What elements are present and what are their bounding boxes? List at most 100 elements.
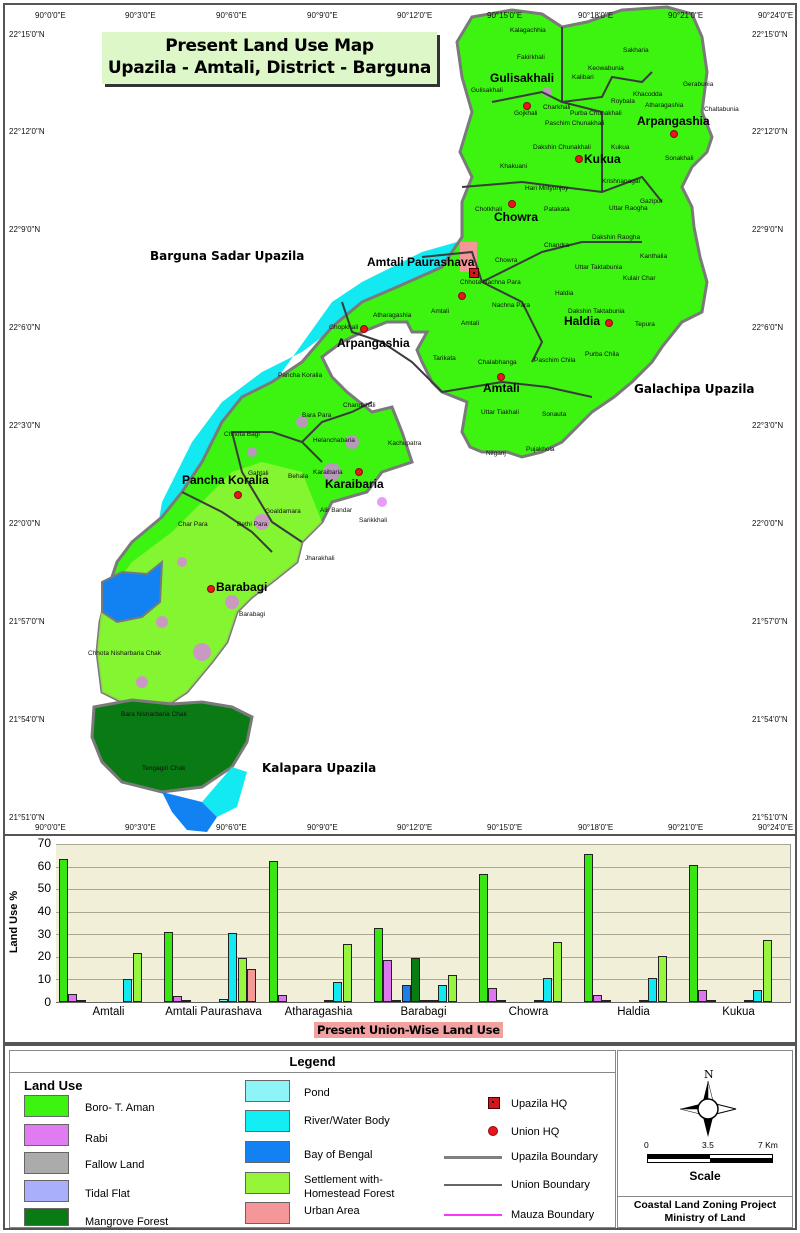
bar — [639, 1000, 649, 1002]
mauza-label: Paschim Chila — [534, 357, 576, 364]
swatch-boro-t-aman — [24, 1095, 69, 1117]
lon-tick: 90°18'0"E — [578, 11, 614, 20]
lon-tick: 90°9'0"E — [307, 11, 338, 20]
bar — [648, 978, 658, 1002]
mauza-label: Sakharia — [623, 47, 649, 54]
x-axis-title: Present Union-Wise Land Use — [314, 1022, 503, 1038]
mauza-label: Chalabhanga — [478, 359, 517, 366]
lon-tick-bottom: 90°15'0"E — [487, 823, 523, 832]
mauza-label: Pancha Koralia — [278, 372, 323, 379]
bar — [324, 1000, 334, 1002]
lon-tick-bottom: 90°24'0"E — [758, 823, 794, 832]
lat-tick: 22°15'0"N — [9, 30, 45, 39]
mauza-label: Purba Chila — [585, 351, 619, 358]
gridline — [56, 934, 790, 936]
mauza-label: Paschim Chunakhali — [545, 120, 605, 127]
lat-tick-right: 22°9'0"N — [752, 225, 784, 234]
lon-tick-bottom: 90°9'0"E — [307, 823, 338, 832]
swatch-river-water-body — [245, 1110, 290, 1132]
map-panel: 90°0'0"E 90°3'0"E 90°6'0"E 90°9'0"E 90°1… — [3, 3, 797, 836]
bar — [602, 1000, 612, 1002]
union-barabagi: Barabagi — [216, 580, 268, 594]
mauza-label: Dakshin Raogha — [592, 234, 641, 241]
mauza-label: Purba Chunakhali — [570, 110, 622, 117]
mauza-label: Pujakhola — [526, 446, 555, 453]
mauza-label: Kachupatra — [388, 440, 422, 447]
bar — [584, 854, 593, 1002]
legend-label: Settlement with- — [304, 1174, 383, 1186]
bar — [246, 969, 256, 1002]
y-axis-title: Land Use % — [8, 890, 21, 954]
lat-tick: 21°54'0"N — [9, 715, 45, 724]
union-amtali-paurashava: Amtali Paurashava — [367, 255, 475, 269]
mauza-label: Nilganj — [486, 450, 506, 457]
mauza-label: Haldia — [555, 290, 574, 297]
swatch-tidal-flat — [24, 1180, 69, 1202]
mauza-label: Karaibaria — [313, 469, 343, 476]
bar — [657, 955, 667, 1002]
mauza-label: Tengagiri Chak — [142, 765, 186, 772]
mauza-label: Charkhali — [543, 104, 571, 111]
lon-tick-bottom: 90°12'0"E — [397, 823, 433, 832]
bar — [383, 960, 393, 1002]
swatch-urban-area — [245, 1202, 290, 1224]
lat-tick: 22°3'0"N — [9, 421, 41, 430]
lon-tick-bottom: 90°6'0"E — [216, 823, 247, 832]
legend-label: Rabi — [85, 1133, 108, 1145]
bar — [269, 860, 278, 1002]
union-chowra: Chowra — [494, 210, 539, 224]
bar — [534, 1000, 544, 1002]
y-tick: 50 — [37, 881, 51, 895]
x-category-label: Chowra — [508, 1006, 549, 1018]
mauza-label: Hari Mrityunjoy — [525, 185, 569, 192]
bar — [593, 995, 603, 1002]
swatch-rabi — [24, 1124, 69, 1146]
union-hq-marker — [523, 102, 531, 110]
mauza-label: Gabtali — [248, 470, 269, 477]
bar-group — [581, 844, 686, 1002]
legend-label: Upazila Boundary — [511, 1151, 598, 1163]
x-category-label: Haldia — [617, 1006, 650, 1018]
union-boundary-line-icon — [444, 1184, 502, 1186]
mauza-label: Bara Para — [302, 412, 332, 419]
legend-label: Boro- T. Aman — [85, 1102, 155, 1114]
legend-label: Tidal Flat — [85, 1188, 130, 1200]
mauza-label: Krishnanagar — [602, 178, 641, 185]
union-hq-marker — [497, 373, 505, 381]
mauza-label: Barabagi — [239, 611, 266, 618]
mauza-label: Kalagachhia — [510, 27, 546, 34]
upazila-hq-icon — [488, 1097, 500, 1109]
bar — [173, 996, 183, 1002]
mauza-label: Chowra — [495, 257, 518, 264]
upazila-boundary-line-icon — [444, 1156, 502, 1159]
bar-group — [371, 844, 476, 1002]
scale-tick: 3.5 — [702, 1140, 714, 1150]
mauza-label: Uttar Tiakhali — [481, 409, 519, 416]
mauza-label: Bethi Para — [237, 521, 268, 528]
legend-label: Pond — [304, 1087, 330, 1099]
mauza-label: Gazipur — [640, 198, 663, 205]
lon-tick: 90°21'0"E — [668, 11, 704, 20]
bar — [132, 953, 142, 1002]
mauza-label: Khakuani — [500, 163, 528, 170]
bar-group — [161, 844, 266, 1002]
bar — [333, 981, 343, 1002]
mauza-label: Chandkhali — [343, 402, 376, 409]
map-title-line1: Present Land Use Map — [165, 36, 374, 56]
mauza-label: Chotkhali — [475, 206, 503, 213]
lon-tick: 90°24'0"E — [758, 11, 794, 20]
mauza-label: Khacodda — [633, 91, 663, 98]
mauza-label: Chhota Nisharbaria Chak — [88, 650, 161, 657]
bar — [762, 939, 772, 1002]
union-hq-marker — [360, 325, 368, 333]
north-label: N — [704, 1068, 714, 1081]
y-tick: 70 — [37, 836, 51, 850]
union-karaibaria: Karaibaria — [325, 477, 384, 491]
bar — [420, 999, 429, 1002]
mauza-label: Alir Bandar — [320, 507, 353, 514]
legend-title: Legend — [10, 1051, 615, 1073]
lon-tick: 90°15'0"E — [487, 11, 523, 20]
mauza-label: Atharagashia — [645, 102, 684, 109]
mauza-label: Chandra — [544, 242, 569, 249]
land-use-title: Land Use — [24, 1078, 83, 1093]
